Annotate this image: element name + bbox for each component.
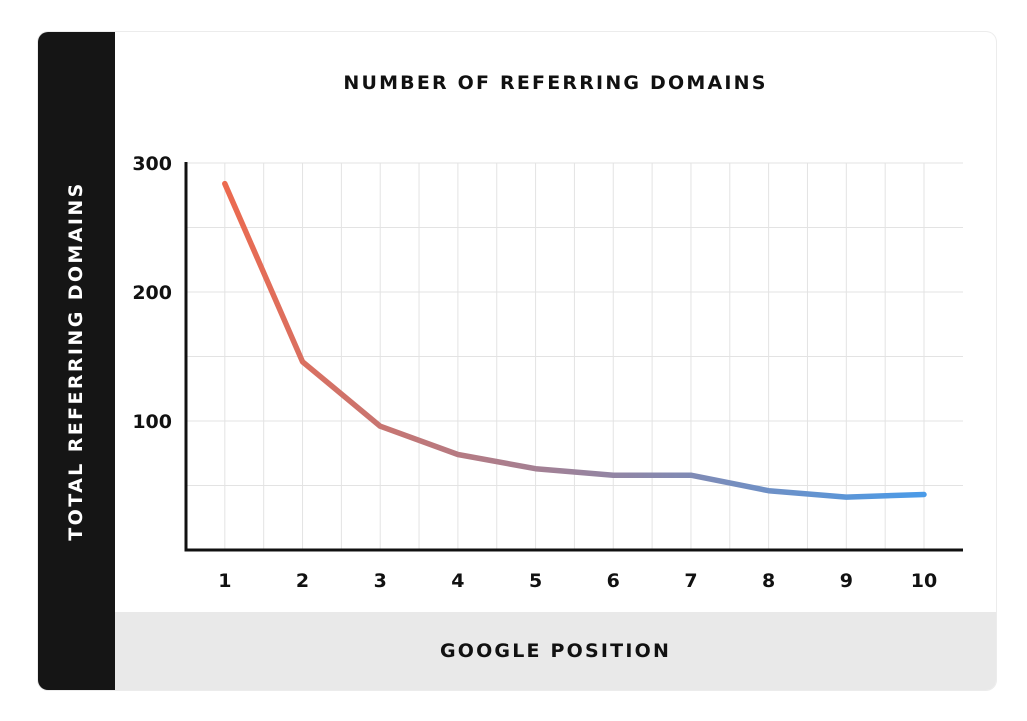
- grid: [186, 162, 963, 550]
- y-axis-label-band: TOTAL REFERRING DOMAINS: [38, 32, 115, 690]
- x-tick-label: 4: [451, 570, 464, 592]
- x-tick-label: 5: [529, 570, 542, 592]
- chart-card: TOTAL REFERRING DOMAINS GOOGLE POSITION …: [38, 32, 996, 690]
- tick-labels: 100 200 300 1 2 3 4 5 6 7 8 9 10: [132, 153, 937, 592]
- x-tick-label: 7: [684, 570, 697, 592]
- x-tick-label: 8: [762, 570, 775, 592]
- x-axis-label: GOOGLE POSITION: [439, 640, 672, 662]
- series-layer: [222, 180, 927, 500]
- chart-title: NUMBER OF REFERRING DOMAINS: [343, 72, 768, 94]
- y-tick-label: 300: [132, 153, 172, 175]
- x-tick-label: 1: [218, 570, 231, 592]
- x-tick-label: 2: [296, 570, 309, 592]
- x-axis-label-band: GOOGLE POSITION: [115, 612, 996, 690]
- y-tick-label: 100: [132, 411, 172, 433]
- y-tick-label: 200: [132, 282, 172, 304]
- x-tick-label: 3: [374, 570, 387, 592]
- x-tick-label: 10: [911, 570, 937, 592]
- x-tick-label: 9: [840, 570, 853, 592]
- series-line: [222, 180, 927, 500]
- axes: [184, 162, 963, 552]
- x-tick-label: 6: [607, 570, 620, 592]
